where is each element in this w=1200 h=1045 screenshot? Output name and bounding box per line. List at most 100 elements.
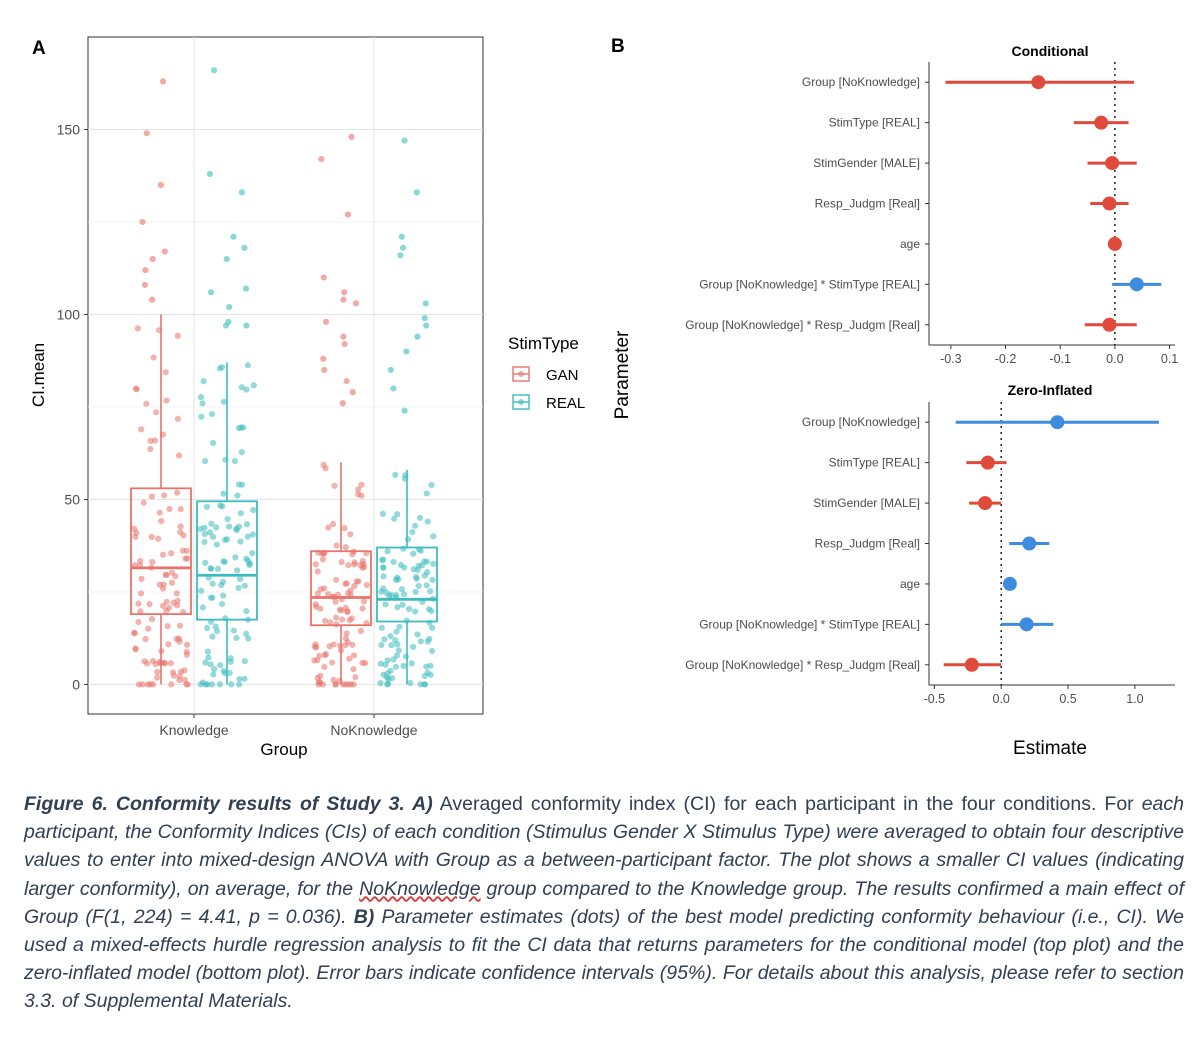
jitter-point [238,481,246,488]
jitter-point [347,587,354,594]
stimtype-legend: StimType GAN REAL [508,334,585,413]
x-tick-label: 0.1 [1161,352,1178,366]
outlier-point [149,296,156,303]
jitter-point [167,660,174,667]
jitter-point [380,564,387,571]
outlier-point [340,296,347,303]
jitter-point [363,581,370,589]
outlier-point [348,133,355,140]
jitter-point [379,557,386,564]
y-tick-label: 150 [57,121,81,137]
jitter-point [156,509,163,516]
jitter-point [412,522,419,529]
jitter-point [429,576,436,584]
jitter-point [138,575,145,582]
jitter-point [148,616,156,623]
jitter-point [198,587,205,594]
zero-inflated-title: Zero-Inflated [1008,382,1093,398]
jitter-point [428,607,435,615]
jitter-point [135,600,142,607]
outlier-point [322,318,330,325]
jitter-point [234,492,241,499]
jitter-point [168,579,176,586]
jitter-point [237,538,244,545]
jitter-point [209,633,216,640]
jitter-point [177,668,185,675]
jitter-point [380,573,387,580]
jitter-point [236,575,244,583]
estimate-point [978,496,993,511]
jitter-point [166,505,173,513]
jitter-point [361,598,368,605]
jitter-point [159,551,167,558]
jitter-point [384,657,391,664]
caption-figure-lead: Figure 6. Conformity results of Study 3.… [24,793,433,815]
jitter-point [232,554,239,561]
jitter-point [209,533,217,540]
parameter-label: StimGender [MALE] [813,156,920,170]
jitter-point [241,675,248,682]
panel-b-label: B [611,36,625,57]
jitter-point [176,677,183,684]
jitter-point [329,659,336,666]
jitter-point [346,655,353,662]
jitter-point [402,653,410,660]
panel-a-x-axis-title: Group [260,740,307,759]
jitter-point [171,672,178,679]
outlier-point [401,137,408,144]
jitter-point [182,555,189,562]
outlier-point [242,285,250,292]
jitter-point [249,531,256,538]
jitter-point [392,663,399,670]
jitter-point [377,660,384,667]
outlier-point [344,211,351,218]
jitter-point [421,672,428,680]
jitter-point [158,517,165,525]
jitter-point [316,652,323,659]
jitter-point [317,586,324,593]
jitter-point [324,591,332,598]
jitter-point [211,666,218,673]
jitter-point [220,592,227,599]
jitter-point [314,590,321,597]
jitter-point [243,521,251,528]
jitter-point [390,558,397,566]
jitter-point [362,660,369,667]
conditional-title: Conditional [1012,43,1089,59]
outlier-point [142,266,149,274]
jitter-point [143,400,150,407]
jitter-point [160,581,167,588]
jitter-point [394,604,401,611]
jitter-point [393,574,401,581]
x-tick-label: -0.3 [940,352,962,366]
jitter-point [147,445,154,453]
jitter-point [312,561,319,568]
jitter-point [429,624,436,631]
jitter-point [168,681,175,688]
jitter-point [204,624,211,632]
jitter-point [151,437,159,444]
jitter-point [233,567,241,574]
jitter-point [426,635,433,643]
jitter-point [145,625,152,632]
box-gan-knowledge [130,487,192,616]
jitter-point [379,510,387,517]
caption-text-a: Averaged conformity index (CI) for each … [432,793,1134,815]
outlier-point [349,389,356,396]
jitter-point [207,661,214,668]
jitter-point [342,604,349,611]
panel-a-y-axis-title: CI.mean [29,343,48,407]
jitter-point [237,510,244,517]
jitter-point [359,605,366,612]
jitter-point [381,636,388,643]
parameter-label: age [900,237,920,251]
jitter-point [321,617,329,624]
legend-label-real: REAL [546,395,585,412]
jitter-point [138,426,145,433]
jitter-point [339,616,346,623]
jitter-point [378,588,385,595]
jitter-point [226,669,233,677]
jitter-point [204,648,211,655]
jitter-point [352,674,359,681]
jitter-point [378,624,385,631]
